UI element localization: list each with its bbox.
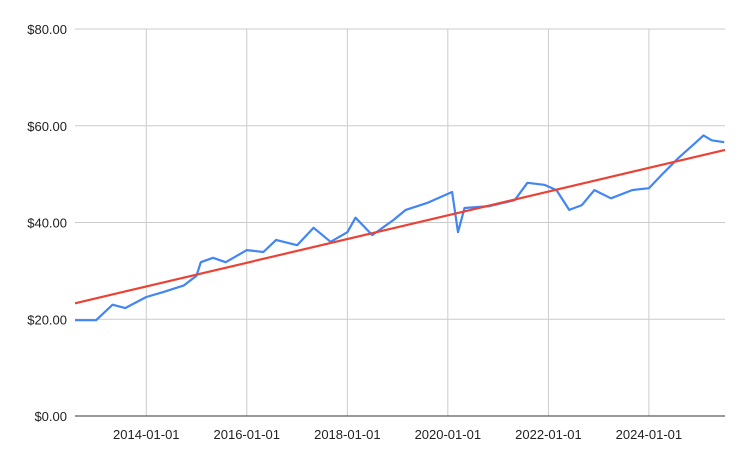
series-group [74, 134, 726, 322]
y-tick-label: $0.00 [34, 409, 67, 424]
y-axis-tick-labels: $0.00 $20.00 $40.00 $60.00 $80.00 [27, 22, 67, 424]
y-tick-label: $60.00 [27, 119, 67, 134]
y-tick-label: $40.00 [27, 216, 67, 231]
y-tick-label: $20.00 [27, 312, 67, 327]
x-tick-label: 2020-01-01 [415, 427, 482, 442]
x-tick-label: 2014-01-01 [113, 427, 180, 442]
x-tick-label: 2022-01-01 [515, 427, 582, 442]
x-axis-tick-labels: 2014-01-01 2016-01-01 2018-01-01 2020-01-01… [113, 427, 682, 442]
y-tick-label: $80.00 [27, 22, 67, 37]
gridlines [75, 28, 725, 416]
x-tick-label: 2018-01-01 [314, 427, 381, 442]
trendline [74, 148, 726, 305]
x-tick-label: 2016-01-01 [214, 427, 281, 442]
x-tick-label: 2024-01-01 [616, 427, 683, 442]
